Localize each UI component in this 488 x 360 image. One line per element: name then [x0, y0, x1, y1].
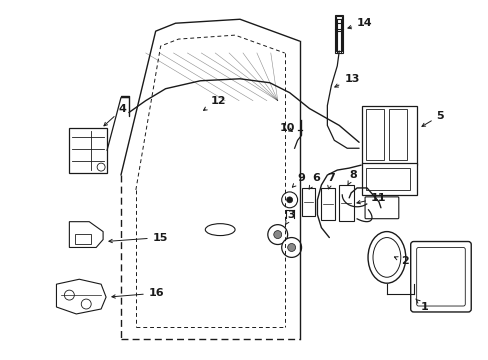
FancyBboxPatch shape	[416, 247, 464, 306]
Bar	[361, 163, 416, 195]
Bar	[339, 185, 353, 221]
Ellipse shape	[367, 231, 405, 283]
Text: 3: 3	[285, 210, 295, 225]
Bar	[69, 129, 107, 173]
Circle shape	[281, 192, 297, 208]
Text: 13: 13	[334, 74, 359, 87]
Bar	[366, 109, 383, 160]
FancyBboxPatch shape	[365, 197, 398, 219]
Circle shape	[273, 231, 281, 239]
Ellipse shape	[205, 224, 235, 235]
Circle shape	[287, 243, 295, 251]
Text: 10: 10	[279, 123, 294, 134]
Polygon shape	[69, 222, 103, 247]
Bar	[75, 234, 91, 243]
Text: 16: 16	[112, 288, 164, 298]
Text: 5: 5	[421, 111, 443, 126]
Bar	[335, 15, 343, 53]
Text: 7: 7	[326, 173, 334, 189]
Polygon shape	[56, 279, 106, 314]
Circle shape	[64, 290, 74, 300]
Bar	[366, 168, 409, 190]
Text: 9: 9	[292, 173, 305, 187]
FancyBboxPatch shape	[410, 242, 470, 312]
Text: 2: 2	[394, 256, 407, 266]
Text: 6: 6	[308, 173, 320, 189]
Text: 12: 12	[203, 96, 225, 111]
Text: 11: 11	[356, 193, 386, 204]
Bar	[361, 105, 416, 165]
Bar	[301, 188, 315, 216]
Ellipse shape	[372, 238, 400, 277]
Text: 15: 15	[109, 233, 168, 243]
Text: 8: 8	[347, 170, 356, 185]
Circle shape	[81, 299, 91, 309]
Circle shape	[281, 238, 301, 257]
Circle shape	[267, 225, 287, 244]
Bar	[336, 16, 342, 51]
Bar	[321, 188, 335, 220]
Circle shape	[97, 163, 105, 171]
Circle shape	[286, 197, 292, 203]
Text: 4: 4	[104, 104, 126, 126]
Text: 1: 1	[415, 299, 427, 312]
Text: 14: 14	[347, 18, 372, 29]
Bar	[388, 109, 406, 160]
